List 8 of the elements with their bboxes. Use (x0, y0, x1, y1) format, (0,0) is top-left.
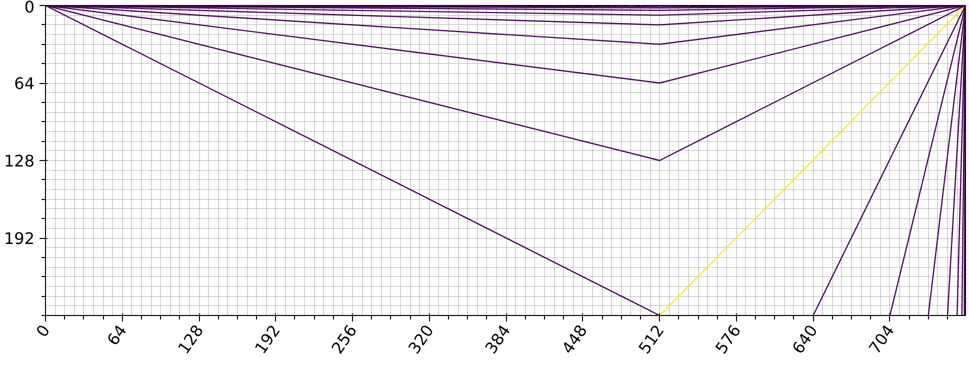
x-tick-label: 704 (865, 321, 898, 358)
x-tick-label: 0 (32, 321, 54, 341)
x-tick-label: 640 (788, 321, 822, 358)
y-tick-label: 0 (24, 0, 35, 16)
y-tick-label: 128 (4, 152, 35, 170)
y-tick-label: 64 (14, 74, 34, 93)
x-tick-label: 64 (103, 321, 130, 349)
y-tick-label: 192 (4, 229, 35, 248)
